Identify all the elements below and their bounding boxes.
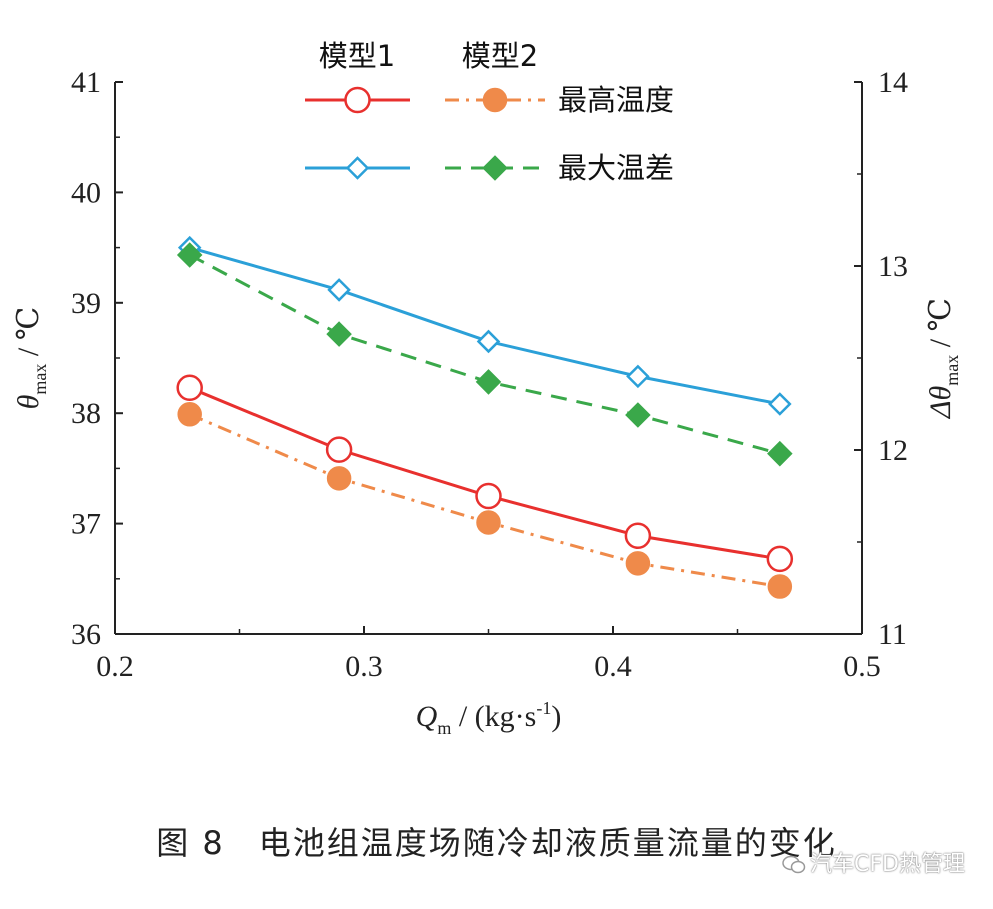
data-point-series-4 (176, 242, 203, 268)
data-point-series-3 (768, 392, 792, 416)
axes: 36 37 38 39 40 41 11 12 13 14 0.2 0.3 0.4 0.5 Qm / (kg… (12, 66, 962, 738)
legend-marker (482, 87, 508, 113)
x-axis-label: Qm / (kg·s-1) (416, 698, 562, 738)
x-tick-label: 0.3 (345, 650, 383, 683)
watermark-text: 汽车CFD热管理 (810, 852, 965, 877)
data-point-series-3 (327, 278, 351, 302)
left-axis-label: θmax / ℃ (12, 307, 50, 410)
data-point-series-1 (766, 545, 794, 573)
right-tick-label: 14 (878, 66, 908, 99)
left-tick-label: 36 (71, 618, 101, 651)
x-tick-label: 0.4 (594, 650, 632, 683)
legend-header: 模型2 (462, 39, 538, 73)
left-tick-label: 37 (71, 508, 101, 541)
legend-header: 模型1 (319, 39, 395, 73)
series-layer (176, 235, 794, 599)
right-axis-label: Δθmax / ℃ (924, 298, 962, 419)
legend-label: 最大温差 (558, 151, 674, 185)
left-tick-label: 38 (71, 397, 101, 430)
watermark: 汽车CFD热管理 (782, 846, 965, 878)
left-tick-label: 39 (71, 287, 101, 320)
data-point-series-1 (325, 436, 353, 463)
right-tick-label: 11 (878, 618, 907, 651)
data-point-series-4 (625, 402, 651, 428)
legend-marker (344, 86, 371, 114)
data-point-series-2 (476, 510, 501, 535)
legend-marker (482, 155, 508, 181)
data-point-series-2 (326, 466, 352, 491)
data-point-series-4 (326, 321, 352, 347)
data-point-series-1 (475, 482, 502, 510)
x-tick-label: 0.5 (843, 650, 881, 683)
chart: 36 37 38 39 40 41 11 12 13 14 0.2 0.3 0.4 0.5 Qm / (kg… (12, 39, 962, 738)
right-tick-label: 12 (878, 434, 908, 467)
data-point-series-3 (476, 329, 501, 354)
legend-label: 最高温度 (558, 83, 674, 117)
data-point-series-2 (177, 402, 202, 427)
data-point-series-1 (176, 374, 203, 402)
legend-marker (345, 156, 370, 180)
wechat-icon (782, 855, 806, 874)
data-point-series-2 (625, 551, 651, 576)
left-tick-label: 41 (71, 66, 101, 99)
x-tick-label: 0.2 (96, 650, 134, 683)
data-point-series-1 (624, 522, 652, 549)
data-point-series-3 (626, 364, 650, 389)
left-tick-label: 40 (71, 176, 101, 209)
data-point-series-4 (475, 369, 502, 395)
figure-caption: 图 8 电池组温度场随冷却液质量流量的变化 (156, 824, 837, 862)
data-point-series-4 (767, 440, 793, 467)
right-tick-label: 13 (878, 250, 908, 283)
data-point-series-2 (767, 574, 793, 599)
